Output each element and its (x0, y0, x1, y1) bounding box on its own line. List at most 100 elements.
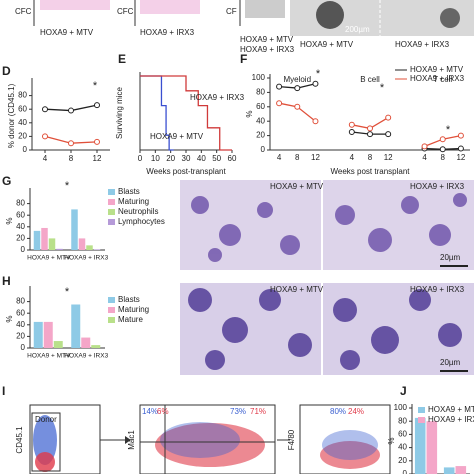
x-tick-label: 10 (151, 154, 160, 163)
series-label: HOXA9 + IRX3 (190, 93, 245, 102)
x-tick-label: 4 (422, 153, 427, 162)
bar (71, 209, 78, 250)
y-axis-label: % donor (CD45.1) (7, 83, 16, 148)
bar (91, 345, 101, 348)
y-tick-label: 20 (16, 234, 25, 243)
series-line (278, 102, 462, 148)
x-tick-label: 20 (166, 154, 175, 163)
population (33, 415, 57, 465)
group-label: B cell (360, 75, 380, 84)
y-tick-label: 20 (398, 456, 407, 465)
y-tick-label: 80 (16, 297, 25, 306)
y-tick-label: 0 (21, 245, 26, 254)
legend-label: Lymphocytes (118, 217, 165, 226)
y-axis-label: % (5, 315, 14, 322)
bar (86, 245, 93, 250)
y-axis-label: % (5, 217, 14, 224)
cells (188, 288, 462, 370)
bar (41, 227, 48, 250)
y-tick-label: 60 (16, 210, 25, 219)
x-tick-label: 4 (43, 154, 48, 163)
percent-label: 14% (142, 407, 158, 416)
y-tick-label: 60 (16, 308, 25, 317)
y-tick-label: 0 (261, 145, 266, 154)
panel-label: J (400, 384, 407, 398)
point (439, 146, 446, 153)
point (68, 107, 74, 114)
x-tick-label: 60 (228, 154, 237, 163)
legend-swatch (108, 317, 115, 323)
y-tick-label: 40 (16, 320, 25, 329)
legend-label: Mature (118, 315, 143, 324)
annotation: * (93, 80, 98, 92)
gate (31, 412, 61, 472)
scale-label: 20µm (440, 358, 461, 367)
legend-label: HOXA9 + IRX3 (410, 74, 465, 83)
bar (455, 466, 467, 474)
axis-label: CFC (15, 7, 32, 16)
panel-label: H (2, 274, 11, 288)
y-axis-label: % (387, 437, 396, 444)
percent-label: 6% (157, 407, 169, 416)
x-tick-label: 12 (384, 153, 393, 162)
point (439, 136, 446, 143)
y-tick-label: 60 (18, 104, 27, 113)
bar (443, 467, 455, 474)
legend-swatch (108, 189, 115, 195)
bar (414, 417, 426, 474)
y-tick-label: 100 (252, 73, 266, 82)
axis-label: CF (226, 7, 237, 16)
image-label: HOXA9 + IRX3 (410, 285, 465, 294)
bar (48, 238, 56, 250)
percent-label: 80% (330, 407, 346, 416)
bar-fragment (140, 0, 200, 14)
point (385, 114, 392, 121)
x-tick-label: 30 (182, 154, 191, 163)
bar (426, 421, 438, 474)
point (94, 138, 100, 145)
y-tick-label: 80 (256, 88, 265, 97)
group-label: Myeloid (283, 75, 311, 84)
y-tick-label: 100 (394, 403, 408, 412)
bar (56, 248, 63, 250)
legend-swatch (108, 219, 115, 225)
axis-label: Mac1 (127, 430, 136, 450)
population (155, 423, 265, 467)
y-tick-label: 20 (256, 131, 265, 140)
legend-label: Blasts (118, 295, 140, 304)
point (312, 118, 319, 125)
legend-swatch (108, 199, 115, 205)
panel-label: I (2, 384, 5, 398)
legend-label: HOXA9 + MTV (428, 405, 474, 414)
point (94, 102, 100, 109)
group-label: HOXA9 + IRX3 (140, 28, 195, 37)
legend-swatch (418, 417, 425, 423)
x-tick-label: 12 (311, 153, 320, 162)
x-axis-label: Weeks post-transplant (146, 167, 226, 176)
panel-label: F (240, 52, 247, 66)
y-tick-label: 40 (256, 116, 265, 125)
scale-label: 200µm (345, 25, 370, 34)
annotation: * (380, 82, 385, 94)
point (294, 103, 301, 110)
x-tick-label: 40 (197, 154, 206, 163)
bar-fragment (245, 0, 285, 18)
group-label: HOXA9 + IRX3 (240, 45, 295, 54)
percent-label: 24% (348, 407, 364, 416)
legend-label: Blasts (118, 187, 140, 196)
annotation: * (316, 68, 321, 80)
legend-label: Maturing (118, 197, 149, 206)
group-label: HOXA9 + MTV (40, 28, 94, 37)
legend-swatch (108, 209, 115, 215)
series-line (140, 75, 232, 151)
x-tick-label: 8 (368, 153, 373, 162)
x-tick-label: HOXA9 + IRX3 (64, 353, 108, 360)
series-line (140, 75, 174, 151)
percent-label: 71% (250, 407, 266, 416)
point (276, 100, 283, 107)
population (322, 430, 378, 460)
x-tick-label: 8 (295, 153, 300, 162)
bar (53, 341, 63, 348)
image-label: HOXA9 + IRX3 (395, 40, 450, 49)
